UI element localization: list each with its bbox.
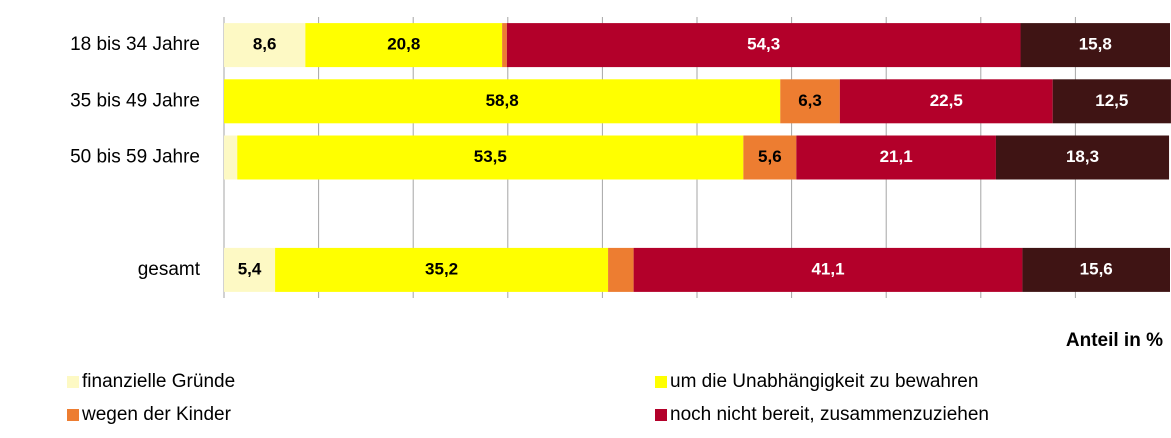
- data-label: 8,6: [253, 35, 277, 54]
- bar-segment: [224, 79, 781, 124]
- bar-segment: [796, 135, 996, 180]
- legend-swatch: [655, 376, 667, 388]
- bar-segment: [506, 23, 1021, 68]
- bar-segment: [224, 135, 238, 180]
- data-label: 41,1: [811, 259, 844, 278]
- x-axis-title: Anteil in %: [1066, 330, 1163, 351]
- data-label: 20,8: [387, 35, 420, 54]
- data-label: 35,2: [425, 259, 458, 278]
- data-label: 6,3: [798, 91, 822, 110]
- legend-label: wegen der Kinder: [81, 404, 232, 425]
- bar-segment: [275, 247, 609, 292]
- bar-segment: [305, 23, 503, 68]
- bar-segment: [224, 23, 306, 68]
- data-label: 58,8: [486, 91, 519, 110]
- bar-segment: [237, 135, 744, 180]
- bar-segment: [224, 247, 276, 292]
- bar-segment: [780, 79, 840, 124]
- data-label: 5,4: [238, 259, 262, 278]
- bar-segment: [743, 135, 797, 180]
- bar-segment: [1020, 23, 1170, 68]
- bar-segment: [1022, 247, 1170, 292]
- legend-label: noch nicht bereit, zusammenzuziehen: [670, 404, 989, 425]
- y-tick-label: 18 bis 34 Jahre: [70, 34, 200, 55]
- bar-segment: [633, 247, 1023, 292]
- data-label: 15,6: [1080, 259, 1113, 278]
- legend-label: um die Unabhängigkeit zu bewahren: [670, 371, 978, 392]
- legend-swatch: [67, 409, 79, 421]
- data-label: 15,8: [1079, 35, 1112, 54]
- data-label: 12,5: [1095, 91, 1128, 110]
- bar-segment: [608, 247, 634, 292]
- legend-swatch: [655, 409, 667, 421]
- data-label: 18,3: [1066, 147, 1099, 166]
- bar-segment: [839, 79, 1053, 124]
- data-label: 5,6: [758, 147, 782, 166]
- y-tick-label: gesamt: [138, 259, 201, 280]
- legend-label: finanzielle Gründe: [82, 371, 235, 392]
- legend-swatch: [67, 376, 79, 388]
- bar-segment: [1052, 79, 1171, 124]
- y-tick-label: 35 bis 49 Jahre: [70, 90, 200, 111]
- bar-segment: [995, 135, 1170, 180]
- data-label: 22,5: [930, 91, 963, 110]
- bar-segment: [502, 23, 507, 68]
- data-label: 54,3: [747, 35, 780, 54]
- y-tick-label: 50 bis 59 Jahre: [70, 147, 200, 168]
- data-label: 21,1: [880, 147, 913, 166]
- data-label: 53,5: [474, 147, 507, 166]
